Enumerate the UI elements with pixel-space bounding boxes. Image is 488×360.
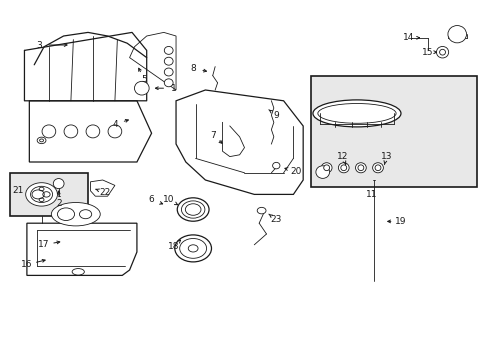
Text: 12: 12 xyxy=(336,152,347,161)
Text: 20: 20 xyxy=(289,166,301,176)
Ellipse shape xyxy=(134,81,149,95)
Ellipse shape xyxy=(447,26,466,43)
FancyBboxPatch shape xyxy=(310,76,476,187)
Ellipse shape xyxy=(86,125,100,138)
Text: 2: 2 xyxy=(56,199,61,208)
Text: 13: 13 xyxy=(380,152,391,161)
Text: 8: 8 xyxy=(190,64,196,73)
Text: 9: 9 xyxy=(273,111,279,120)
Ellipse shape xyxy=(257,207,265,214)
Ellipse shape xyxy=(374,165,380,171)
Polygon shape xyxy=(29,101,151,162)
Text: 16: 16 xyxy=(21,260,33,269)
Text: 17: 17 xyxy=(38,240,50,249)
Polygon shape xyxy=(90,180,115,196)
Text: 10: 10 xyxy=(163,195,174,204)
Ellipse shape xyxy=(164,79,173,87)
Ellipse shape xyxy=(272,162,279,169)
FancyBboxPatch shape xyxy=(10,173,88,216)
Text: 5: 5 xyxy=(141,75,147,84)
Text: 19: 19 xyxy=(394,217,406,226)
Ellipse shape xyxy=(315,166,329,179)
Text: 21: 21 xyxy=(12,186,23,195)
Ellipse shape xyxy=(175,235,211,262)
Polygon shape xyxy=(27,223,137,275)
Ellipse shape xyxy=(42,125,56,138)
Ellipse shape xyxy=(372,163,383,173)
Ellipse shape xyxy=(164,68,173,76)
Text: 3: 3 xyxy=(36,41,42,50)
Ellipse shape xyxy=(164,57,173,65)
Ellipse shape xyxy=(317,104,395,123)
Text: 15: 15 xyxy=(421,48,433,57)
Text: 23: 23 xyxy=(270,215,282,224)
Ellipse shape xyxy=(30,186,53,202)
Ellipse shape xyxy=(338,163,348,173)
Ellipse shape xyxy=(180,239,206,258)
Polygon shape xyxy=(176,90,303,194)
Polygon shape xyxy=(129,32,176,90)
Ellipse shape xyxy=(51,202,100,226)
Text: 22: 22 xyxy=(99,188,111,197)
Ellipse shape xyxy=(181,201,204,218)
Ellipse shape xyxy=(321,163,331,173)
Text: 11: 11 xyxy=(365,190,377,199)
Ellipse shape xyxy=(323,165,329,171)
Text: 14: 14 xyxy=(402,33,413,42)
Ellipse shape xyxy=(435,46,448,58)
Ellipse shape xyxy=(53,179,64,189)
Ellipse shape xyxy=(64,125,78,138)
Text: 4: 4 xyxy=(112,120,118,129)
Ellipse shape xyxy=(355,163,366,173)
Ellipse shape xyxy=(108,125,122,138)
Ellipse shape xyxy=(357,165,363,171)
Text: 7: 7 xyxy=(209,131,215,140)
Ellipse shape xyxy=(164,46,173,54)
Ellipse shape xyxy=(340,165,346,171)
Ellipse shape xyxy=(26,183,58,206)
Text: 1: 1 xyxy=(170,84,176,93)
Text: 6: 6 xyxy=(148,195,154,204)
Ellipse shape xyxy=(177,198,208,221)
Ellipse shape xyxy=(312,100,400,127)
Text: 18: 18 xyxy=(167,242,179,251)
Ellipse shape xyxy=(72,269,84,275)
